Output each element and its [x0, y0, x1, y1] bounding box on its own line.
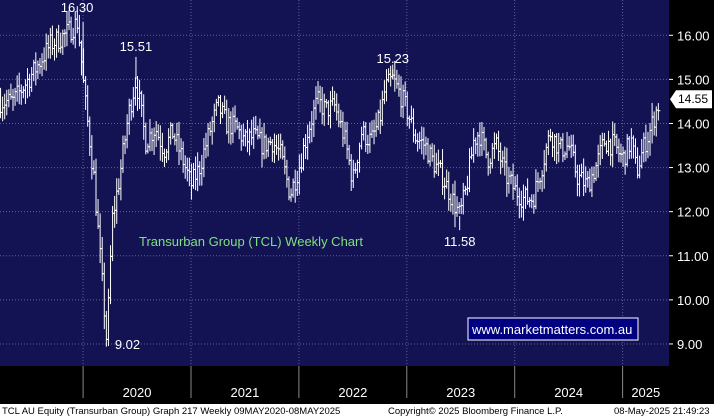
- annotation-label: 16.30: [61, 0, 94, 15]
- y-tick-label: 13.00: [677, 161, 710, 176]
- annotation-label: 15.51: [120, 39, 153, 54]
- annotation-label: 15.23: [376, 51, 409, 66]
- y-tick-label: 12.00: [677, 205, 710, 220]
- plot-panel: [0, 0, 669, 366]
- footer-bar: [0, 404, 714, 417]
- watermark-url[interactable]: www.marketmatters.com.au: [471, 322, 632, 337]
- y-tick-label: 10.00: [677, 293, 710, 308]
- y-tick-label: 11.00: [677, 249, 709, 264]
- y-tick-label: 9.00: [677, 337, 702, 352]
- x-tick-label: 2025: [631, 385, 660, 400]
- x-tick-label: 2022: [338, 385, 367, 400]
- x-tick-label: 2023: [446, 385, 475, 400]
- y-axis: 16.00 15.00 14.00 13.00 12.00 11.00 10.00 9.00: [669, 28, 710, 352]
- last-price-label: 14.55: [678, 92, 708, 106]
- annotation-label: 9.02: [115, 337, 140, 352]
- footer-center: Copyright© 2025 Bloomberg Finance L.P.: [388, 406, 563, 417]
- footer-left: TCL AU Equity (Transurban Group) Graph 2…: [2, 406, 340, 417]
- x-tick-label: 2021: [230, 385, 259, 400]
- annotations: 16.30 15.51 9.02 15.23 11.58: [61, 0, 476, 352]
- chart-title: Transurban Group (TCL) Weekly Chart: [139, 234, 363, 249]
- price-bars: [0, 6, 661, 347]
- footer-right: 08-May-2025 21:49:23: [614, 406, 710, 417]
- x-tick-label: 2024: [554, 385, 583, 400]
- annotation-label: 11.58: [444, 234, 476, 249]
- watermark-box: [467, 317, 639, 341]
- last-price-box: [670, 90, 712, 109]
- grid-layer: [0, 0, 669, 366]
- y-tick-label: 15.00: [677, 72, 710, 87]
- x-axis: 2020 2021 2022 2023 2024 2025: [82, 366, 660, 400]
- x-tick-label: 2020: [123, 385, 152, 400]
- y-tick-label: 14.00: [677, 116, 710, 131]
- y-tick-label: 16.00: [677, 28, 710, 43]
